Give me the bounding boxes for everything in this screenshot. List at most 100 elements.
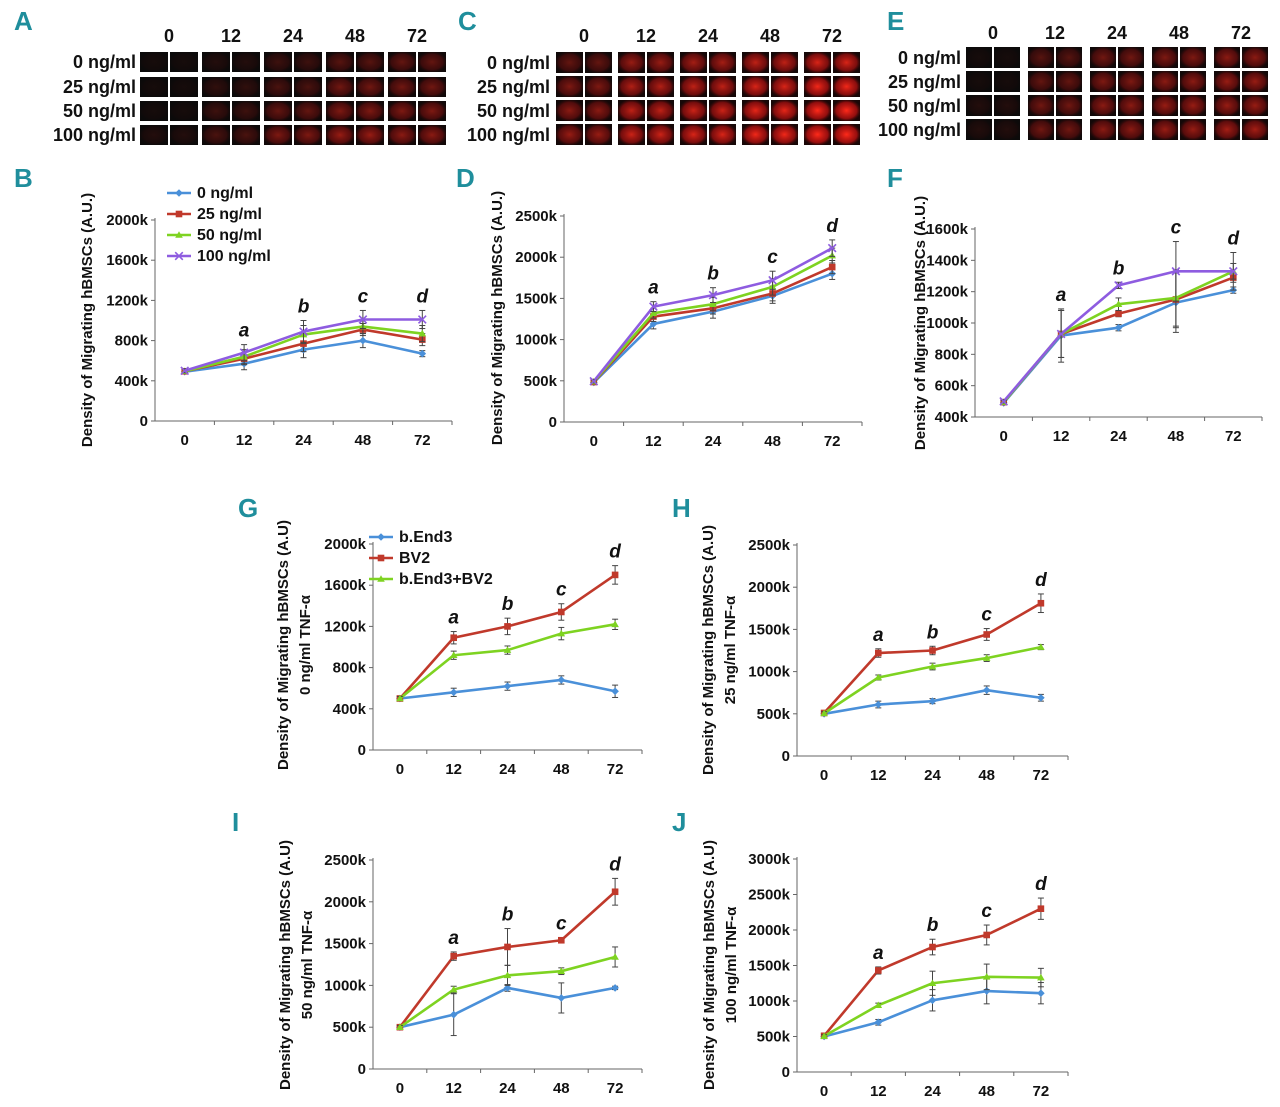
y-axis-title: Density of Migrating hBMSCs (A.U) [700, 525, 717, 775]
significance-label: c [981, 605, 992, 626]
data-point [1114, 323, 1123, 332]
micrograph-signal [140, 101, 168, 121]
y-tick-label: 2500k [748, 537, 790, 554]
panel-label-e: E [887, 6, 904, 36]
micrograph-signal [1152, 95, 1178, 116]
micrograph-signal [556, 124, 583, 145]
data-point [377, 533, 385, 541]
significance-label: b [1113, 258, 1125, 279]
data-point [558, 936, 565, 944]
significance-label: a [1056, 285, 1067, 306]
data-point [1115, 310, 1122, 317]
series-0-ng-ml [590, 267, 836, 387]
micro-row-label: 100 ng/ml [878, 120, 961, 140]
data-point [1037, 693, 1045, 702]
significance-label: b [927, 622, 939, 643]
data-point [828, 263, 836, 271]
data-point [1114, 281, 1123, 290]
micro-row-label: 100 ng/ml [53, 125, 136, 145]
y-tick-label: 1600k [324, 577, 366, 594]
micrograph-signal [232, 52, 260, 72]
data-point [450, 634, 457, 642]
micrograph-signal [1056, 47, 1082, 68]
micrograph-signal [418, 77, 446, 97]
y-tick-label: 0 [358, 742, 366, 759]
micrograph-signal [742, 76, 769, 97]
y-tick-label: 0 [140, 413, 148, 430]
micrograph-signal [680, 124, 707, 145]
data-point [982, 973, 991, 980]
x-tick-label: 0 [820, 1083, 828, 1100]
series-b-end3-bv2 [396, 946, 619, 1030]
micrograph-signal [388, 125, 416, 145]
micrograph-signal [1028, 47, 1054, 68]
data-point [611, 888, 619, 896]
significance-label: c [358, 286, 369, 307]
y-tick-label: 1500k [515, 290, 557, 307]
y-tick-label: 500k [524, 373, 558, 390]
data-point [875, 649, 882, 657]
data-point [649, 320, 658, 328]
data-point [928, 979, 937, 987]
data-point [874, 700, 883, 709]
data-point [1171, 266, 1181, 276]
line-chart-h: 0 500k 1000k 1500k 2000k 2500k 0 12 24 48 72 Densit… [700, 525, 1069, 784]
micrograph-signal [680, 52, 707, 73]
panel-label-h: H [672, 493, 691, 523]
y-tick-label: 1500k [748, 958, 790, 975]
series-100-ng-ml [999, 241, 1238, 406]
micrograph-signal [647, 100, 674, 121]
data-point [503, 984, 512, 992]
line-chart-f: 400k 600k 800k 1000k 1200k 1400k 1600k 0 12 24 48 7… [912, 196, 1263, 450]
significance-label: a [448, 608, 459, 629]
panel-label-b: B [14, 163, 33, 193]
micrograph-signal [1214, 47, 1240, 68]
x-tick-label: 12 [645, 433, 662, 450]
y-axis-subtitle: 100 ng/ml TNF-α [723, 906, 740, 1024]
y-axis-title: Density of Migrating hBMSCs (A.U.) [912, 196, 929, 450]
data-point [504, 623, 511, 630]
micrograph-signal [1180, 71, 1206, 92]
significance-label: c [1171, 218, 1182, 239]
micrograph-signal [1056, 119, 1082, 140]
significance-label: c [556, 580, 567, 601]
panel-label-a: A [14, 6, 33, 36]
micrograph-signal [202, 125, 230, 145]
data-point [417, 315, 427, 324]
line-chart-b: 0 400k 800k 1200k 1600k 2000k 0 12 24 48 72 Density… [79, 185, 453, 449]
y-tick-label: 2000k [515, 249, 557, 266]
legend-entry: 0 ng/ml [197, 185, 253, 202]
x-tick-label: 72 [607, 1080, 624, 1097]
micrograph-signal [833, 124, 860, 145]
y-tick-label: 800k [333, 660, 367, 677]
micrograph-signal [418, 52, 446, 72]
x-tick-label: 12 [870, 1083, 887, 1100]
micrograph-signal [742, 52, 769, 73]
series-25-ng-ml [1000, 270, 1237, 406]
y-tick-label: 1500k [324, 936, 366, 953]
y-tick-label: 2500k [515, 208, 557, 225]
data-point [396, 694, 404, 702]
micro-header-e-48: 48 [1169, 23, 1189, 43]
x-tick-label: 48 [978, 1083, 995, 1100]
legend-entry: BV2 [399, 550, 430, 567]
y-tick-label: 800k [935, 346, 969, 363]
y-tick-label: 0 [549, 414, 557, 431]
data-point [1037, 989, 1045, 997]
micrograph-signal [1180, 95, 1206, 116]
y-axis-subtitle: 0 ng/ml TNF-α [297, 594, 314, 695]
x-tick-label: 0 [1000, 428, 1008, 445]
series-b-end3 [396, 982, 619, 1037]
panel-label-d: D [456, 163, 475, 193]
micrograph-signal [1090, 119, 1116, 140]
y-tick-label: 500k [757, 1029, 791, 1046]
y-tick-label: 400k [935, 409, 969, 426]
micrograph-signal [202, 77, 230, 97]
significance-label: b [502, 905, 514, 926]
micrograph-signal [647, 76, 674, 97]
data-point [449, 651, 458, 659]
data-point [709, 300, 717, 307]
x-tick-label: 48 [553, 761, 570, 778]
data-point [874, 1018, 883, 1027]
micrograph-signal [264, 125, 292, 145]
